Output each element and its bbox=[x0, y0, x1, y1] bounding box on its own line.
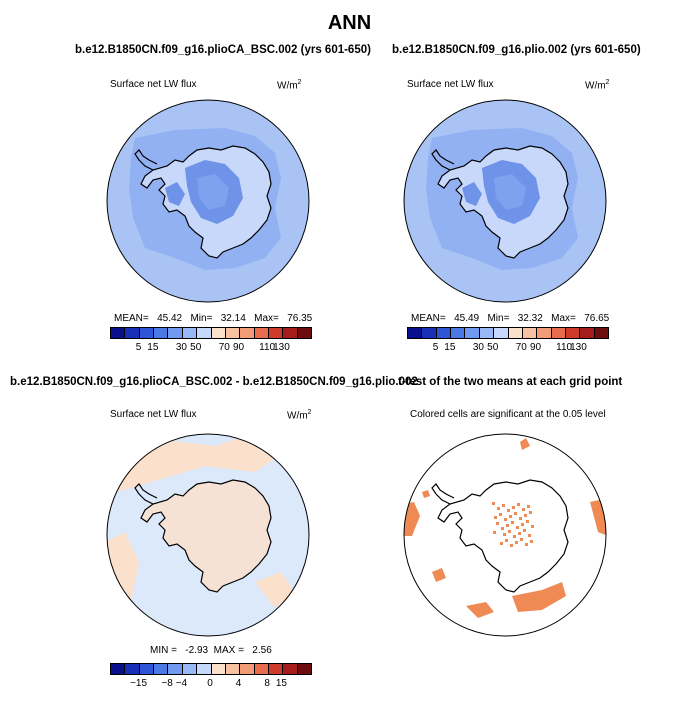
colorbar-tick-label: 130 bbox=[273, 342, 290, 353]
colorbar-swatch bbox=[551, 328, 566, 338]
figure-title: ANN bbox=[327, 12, 372, 34]
colorbar-swatch bbox=[254, 664, 269, 674]
colorbar-swatch bbox=[508, 328, 523, 338]
panel-1-variable-label: Surface net LW flux bbox=[110, 79, 197, 90]
colorbar-tick-label: 50 bbox=[190, 342, 202, 353]
colorbar-swatch bbox=[197, 664, 212, 674]
colorbar-tick-label: 110 bbox=[556, 342, 573, 353]
colorbar-tick-label: −4 bbox=[175, 678, 188, 689]
colorbar-swatch bbox=[125, 328, 140, 338]
panel-1-case-title: b.e12.B1850CN.f09_g16.plioCA_BSC.002 (yr… bbox=[75, 44, 371, 56]
colorbar-tick-label: −15 bbox=[130, 678, 148, 689]
colorbar-swatch bbox=[139, 664, 155, 674]
colorbar-swatch bbox=[565, 328, 581, 338]
panel-1-map bbox=[106, 99, 310, 303]
colorbar-tick-label: 50 bbox=[487, 342, 499, 353]
panel-2-case-title: b.e12.B1850CN.f09_g16.plio.002 (yrs 601-… bbox=[392, 44, 641, 56]
colorbar-tick-label: 90 bbox=[233, 342, 245, 353]
panel-3-variable-label: Surface net LW flux bbox=[110, 409, 197, 420]
colorbar-swatch bbox=[283, 328, 298, 338]
colorbar-tick-label: 30 bbox=[472, 342, 484, 353]
colorbar-tick-label: 15 bbox=[147, 342, 159, 353]
colorbar-swatch bbox=[268, 664, 284, 674]
colorbar-tick-label: 5 bbox=[432, 342, 439, 353]
colorbar-swatch bbox=[436, 328, 452, 338]
colorbar-swatch bbox=[283, 664, 298, 674]
panel-2-variable-label: Surface net LW flux bbox=[407, 79, 494, 90]
panel-2-map bbox=[403, 99, 607, 303]
colorbar-tick-label: 30 bbox=[175, 342, 187, 353]
panel-1-colorbar bbox=[110, 327, 312, 339]
panel-4-case-title: t-test of the two means at each grid poi… bbox=[398, 376, 623, 388]
colorbar-swatch bbox=[168, 328, 183, 338]
colorbar-swatch bbox=[465, 328, 480, 338]
colorbar-swatch bbox=[111, 664, 126, 674]
panel-1-stats: MEAN= 45.42 Min= 32.14 Max= 76.35 bbox=[114, 313, 313, 324]
panel-4-map bbox=[403, 433, 607, 637]
colorbar-swatch bbox=[268, 328, 284, 338]
colorbar-swatch bbox=[197, 328, 212, 338]
colorbar-swatch bbox=[125, 664, 140, 674]
colorbar-swatch bbox=[297, 328, 312, 338]
panel-3-stats: MIN = -2.93 MAX = 2.56 bbox=[150, 645, 272, 656]
colorbar-swatch bbox=[139, 328, 155, 338]
colorbar-swatch bbox=[111, 328, 126, 338]
colorbar-tick-label: 70 bbox=[515, 342, 527, 353]
colorbar-swatch bbox=[225, 664, 241, 674]
colorbar-tick-label: −8 bbox=[161, 678, 173, 689]
panel-2-units: W/m2 bbox=[585, 79, 610, 92]
colorbar-tick-label: 110 bbox=[259, 342, 276, 353]
colorbar-tick-label: 130 bbox=[570, 342, 587, 353]
colorbar-swatch bbox=[225, 328, 241, 338]
colorbar-swatch bbox=[254, 328, 269, 338]
colorbar-swatch bbox=[422, 328, 437, 338]
colorbar-swatch bbox=[408, 328, 423, 338]
colorbar-swatch bbox=[240, 664, 255, 674]
panel-3-colorbar bbox=[110, 663, 312, 675]
panel-2-colorbar bbox=[407, 327, 609, 339]
colorbar-tick-label: 90 bbox=[530, 342, 542, 353]
colorbar-swatch bbox=[479, 328, 495, 338]
colorbar-swatch bbox=[154, 664, 169, 674]
colorbar-swatch bbox=[182, 664, 198, 674]
colorbar-tick-label: 8 bbox=[264, 678, 270, 689]
colorbar-tick-label: 5 bbox=[135, 342, 142, 353]
panel-1-units: W/m2 bbox=[277, 79, 302, 92]
colorbar-tick-label: 70 bbox=[218, 342, 230, 353]
colorbar-tick-label: 4 bbox=[235, 678, 242, 689]
colorbar-swatch bbox=[537, 328, 552, 338]
colorbar-swatch bbox=[494, 328, 509, 338]
panel-3-case-title: b.e12.B1850CN.f09_g16.plioCA_BSC.002 - b… bbox=[10, 376, 418, 388]
panel-3-map bbox=[106, 433, 310, 637]
colorbar-swatch bbox=[522, 328, 538, 338]
panel-4-variable-label: Colored cells are significant at the 0.0… bbox=[410, 409, 606, 420]
colorbar-tick-label: 0 bbox=[207, 678, 213, 689]
colorbar-swatch bbox=[240, 328, 255, 338]
colorbar-swatch bbox=[211, 328, 226, 338]
colorbar-swatch bbox=[580, 328, 595, 338]
colorbar-tick-label: 15 bbox=[275, 678, 287, 689]
panel-2-stats: MEAN= 45.49 Min= 32.32 Max= 76.65 bbox=[411, 313, 610, 324]
colorbar-swatch bbox=[297, 664, 312, 674]
colorbar-tick-label: 15 bbox=[444, 342, 456, 353]
colorbar-swatch bbox=[154, 328, 169, 338]
colorbar-swatch bbox=[451, 328, 466, 338]
colorbar-swatch bbox=[168, 664, 183, 674]
colorbar-swatch bbox=[594, 328, 609, 338]
colorbar-swatch bbox=[182, 328, 198, 338]
panel-3-units: W/m2 bbox=[287, 409, 312, 422]
colorbar-swatch bbox=[211, 664, 226, 674]
